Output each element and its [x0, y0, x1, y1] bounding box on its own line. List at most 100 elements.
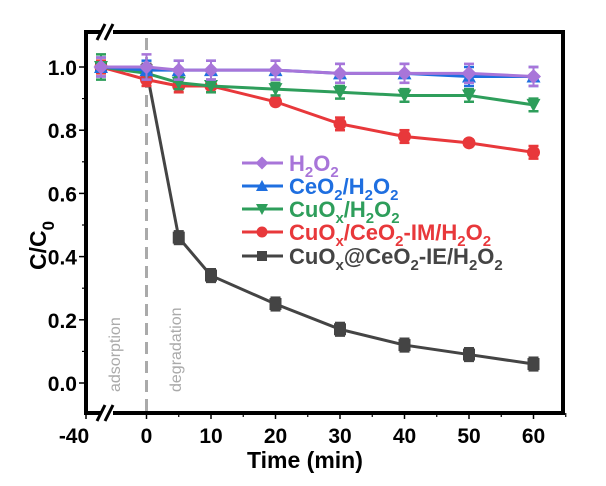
legend-label-subscript: 2: [483, 233, 491, 250]
legend-label: H2O2: [289, 151, 339, 181]
y-tick-label: 0.8: [48, 120, 78, 143]
data-point: [397, 65, 412, 81]
x-axis-title: Time (min): [247, 447, 363, 473]
legend-label-subscript: 2: [365, 187, 373, 204]
data-point: [398, 339, 411, 352]
legend-label-text: O: [373, 174, 390, 199]
legend-marker: [256, 204, 268, 215]
data-point: [172, 231, 185, 244]
data-point: [463, 348, 475, 361]
legend-label-text: CuO: [289, 197, 335, 222]
legend-label-subscript: 2: [457, 233, 465, 250]
data-point: [268, 62, 283, 78]
data-point: [462, 89, 476, 103]
legend-label-text: CuO: [289, 220, 335, 245]
legend-label: CuOx@CeO2-IE/H2O2: [289, 244, 503, 274]
legend-label-subscript: 2: [391, 210, 399, 227]
legend-label-subscript: x: [335, 257, 344, 274]
series-layer: [93, 53, 541, 372]
legend-label-subscript: 2: [390, 187, 398, 204]
data-point: [171, 62, 187, 78]
data-point: [398, 130, 411, 144]
legend-label-subscript: 2: [469, 257, 477, 274]
data-point: [527, 358, 540, 371]
legend-label-text: /CeO: [344, 220, 395, 245]
y-tick-label: 1.0: [48, 57, 77, 80]
axes: -40 0 10 20 30 40 50 60 0.0 0.2 0.4 0.6 0.8 1.0: [48, 23, 567, 448]
legend-label-text: @CeO: [344, 244, 411, 269]
legend-label-text: O: [466, 220, 483, 245]
annotation-adsorption: adsorption: [107, 317, 124, 392]
data-point: [268, 83, 283, 97]
annotation-degradation: degradation: [168, 307, 185, 392]
y-axis-title-main: C/C: [25, 230, 51, 270]
region-labels: adsorption degradation: [107, 307, 185, 392]
x-tick-label: 10: [199, 425, 222, 448]
legend-label: CeO2/H2O2: [289, 174, 398, 204]
legend-label-text: /H: [343, 174, 365, 199]
legend-label-text: O: [477, 244, 494, 269]
data-point: [204, 79, 218, 93]
data-point: [333, 86, 347, 100]
data-point: [333, 117, 347, 131]
legend-label-subscript: 2: [395, 233, 403, 250]
y-tick-label: 0.2: [48, 310, 77, 333]
legend-label-text: O: [313, 151, 330, 176]
legend-label: CuOx/CeO2-IM/H2O2: [289, 220, 491, 250]
series-H2O2: [93, 53, 541, 88]
legend-marker: [257, 251, 267, 261]
y-tick-label: 0.6: [48, 183, 77, 206]
legend-label-text: O: [374, 197, 391, 222]
legend-label-text: H: [289, 151, 305, 176]
data-point: [526, 68, 541, 84]
y-axis-title: C/C0: [25, 221, 58, 270]
legend-item: CuOx/CeO2-IM/H2O2: [242, 220, 491, 250]
legend-label-text: -IM/H: [404, 220, 458, 245]
data-point: [205, 269, 217, 282]
data-point: [462, 136, 476, 150]
y-tick-label: 0.0: [48, 373, 77, 396]
legend-item: CuOx@CeO2-IE/H2O2: [242, 244, 503, 274]
legend-label-subscript: x: [335, 233, 344, 250]
x-tick-label: -40: [59, 425, 89, 448]
legend-item: H2O2: [242, 151, 339, 181]
data-point: [527, 145, 540, 159]
x-tick-label: 60: [522, 425, 545, 448]
legend-marker: [256, 180, 268, 191]
x-tick-label: 40: [393, 425, 416, 448]
data-point: [269, 95, 282, 109]
legend-marker: [256, 226, 268, 238]
legend-label-text: /H: [344, 197, 366, 222]
data-point: [334, 323, 346, 336]
legend-label-subscript: 2: [494, 257, 502, 274]
x-tick-label: 0: [141, 425, 153, 448]
legend-label-subscript: 2: [366, 210, 374, 227]
data-point: [203, 62, 219, 78]
legend-label-subscript: 2: [410, 257, 418, 274]
legend-label-text: CuO: [289, 244, 335, 269]
x-tick-label: 30: [328, 425, 351, 448]
legend-item: CuOx/H2O2: [242, 197, 400, 227]
x-tick-label: 20: [264, 425, 287, 448]
axis-break-mark-top: [95, 23, 107, 41]
axis-break-mark-bottom: [103, 404, 115, 422]
data-point: [332, 65, 348, 81]
legend-marker: [255, 156, 269, 170]
y-axis-title-sub: 0: [39, 221, 58, 230]
legend: H2O2CeO2/H2O2CuOx/H2O2CuOx/CeO2-IM/H2O2C…: [242, 151, 503, 274]
axis-break-mark-top: [103, 23, 115, 41]
y-tick-label: 0.4: [48, 247, 78, 270]
x-tick-label: 50: [457, 425, 480, 448]
data-point: [397, 89, 412, 103]
legend-label-text: -IE/H: [419, 244, 469, 269]
legend-label-subscript: 2: [305, 164, 313, 181]
legend-item: CeO2/H2O2: [242, 174, 398, 204]
data-point: [93, 59, 109, 75]
data-point: [526, 98, 541, 112]
data-point: [139, 59, 154, 75]
data-point: [461, 65, 477, 81]
legend-label-text: CeO: [289, 174, 334, 199]
legend-label-subscript: 2: [330, 164, 338, 181]
legend-label-subscript: 2: [334, 187, 342, 204]
